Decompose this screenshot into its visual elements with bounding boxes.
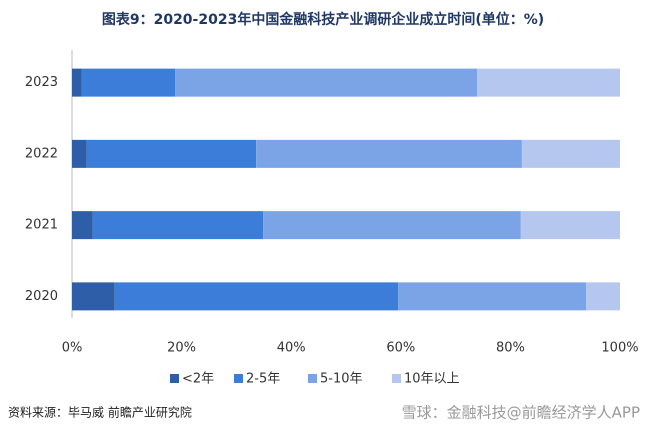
- watermark: 雪球：金融科技@前瞻经济学人APP: [402, 404, 640, 422]
- bar-segment: [398, 282, 587, 311]
- chart-title: 图表9：2020-2023年中国金融科技产业调研企业成立时间(单位：%): [102, 11, 544, 28]
- bar-segment: [114, 282, 399, 311]
- x-tick-label: 20%: [167, 341, 196, 356]
- bar-segment: [476, 68, 620, 97]
- bar-segment: [72, 282, 115, 311]
- y-tick-label: 2023: [25, 75, 58, 90]
- legend-swatch: [170, 374, 179, 383]
- bar-segment: [72, 211, 93, 240]
- legend-swatch: [308, 374, 317, 383]
- x-tick-label: 80%: [496, 341, 525, 356]
- bar-segment: [263, 211, 521, 240]
- bar-segment: [520, 211, 620, 240]
- bar-segment: [81, 68, 176, 97]
- legend-swatch: [392, 374, 401, 383]
- legend-label: 5-10年: [320, 372, 363, 387]
- bar-segment: [86, 139, 257, 168]
- legend-swatch: [234, 374, 243, 383]
- bar-segment: [72, 139, 87, 168]
- bar-segment: [92, 211, 264, 240]
- y-tick-label: 2020: [25, 289, 58, 304]
- bar-segment: [175, 68, 477, 97]
- legend-label: 10年以上: [404, 372, 460, 387]
- bar-segment: [256, 139, 522, 168]
- bar-segment: [72, 68, 82, 97]
- x-tick-label: 40%: [277, 341, 306, 356]
- source: 资料来源：毕马威 前瞻产业研究院: [8, 405, 192, 420]
- bar-segment: [521, 139, 620, 168]
- x-tick-label: 0%: [62, 341, 83, 356]
- y-tick-label: 2022: [25, 146, 58, 161]
- legend-label: <2年: [182, 372, 214, 387]
- legend-label: 2-5年: [246, 372, 280, 387]
- y-tick-label: 2021: [25, 218, 58, 233]
- x-tick-label: 100%: [601, 341, 638, 356]
- x-tick-label: 60%: [386, 341, 415, 356]
- bar-segment: [586, 282, 620, 311]
